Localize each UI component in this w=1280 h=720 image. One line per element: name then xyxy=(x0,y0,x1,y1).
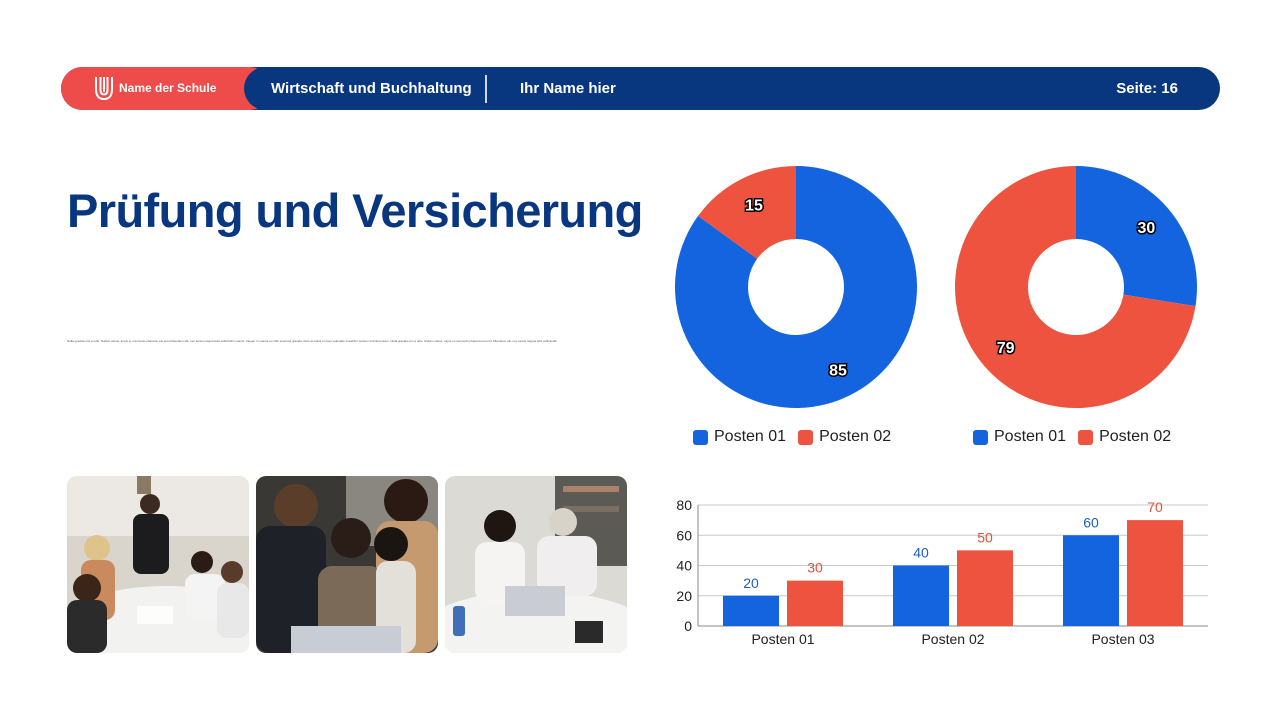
donut-chart-2-legend: Posten 01 Posten 02 xyxy=(973,428,1183,446)
donut-slice-1 xyxy=(675,166,917,408)
photo-team-laptop xyxy=(256,476,438,653)
bar-data-label: 70 xyxy=(1147,499,1163,515)
header-bar: Name der Schule Wirtschaft und Buchhaltu… xyxy=(61,67,1220,110)
x-tick-label: Posten 02 xyxy=(921,631,984,647)
header-divider xyxy=(485,75,487,103)
bar-data-label: 50 xyxy=(977,529,993,545)
author-name: Ihr Name hier xyxy=(520,80,616,97)
page-number: Seite: 16 xyxy=(1116,80,1178,97)
school-name: Name der Schule xyxy=(119,81,217,95)
photo-meeting-presentation xyxy=(67,476,249,653)
legend-label: Posten 01 xyxy=(994,428,1067,445)
y-tick-label: 40 xyxy=(676,558,692,574)
legend-item-posten-01: Posten 01 xyxy=(693,428,786,446)
donut-chart-2: 30 79 xyxy=(955,166,1197,408)
donut-data-label: 15 xyxy=(745,198,763,215)
legend-item-posten-01: Posten 01 xyxy=(973,428,1066,446)
legend-swatch-red xyxy=(798,429,814,445)
legend-item-posten-02: Posten 02 xyxy=(1078,428,1171,446)
legend-label: Posten 02 xyxy=(1099,428,1172,445)
legend-label: Posten 01 xyxy=(714,428,787,445)
legend-swatch-blue xyxy=(973,429,988,445)
x-tick-label: Posten 03 xyxy=(1091,631,1154,647)
bar-data-label: 60 xyxy=(1083,514,1099,530)
bar-data-label: 40 xyxy=(913,545,929,561)
donut-chart-1: 85 15 xyxy=(675,166,917,408)
donut-data-label: 30 xyxy=(1137,220,1155,237)
bar xyxy=(723,595,779,626)
bar xyxy=(787,580,843,626)
donut-slice-2 xyxy=(698,166,796,259)
slide-body-text: Nulla gravida orci a odio. Nullam varius… xyxy=(67,339,557,343)
bar-chart: 0 20 40 60 80 20 30 Posten 01 40 50 Posten 02 60 70 P… xyxy=(676,497,1208,647)
bar xyxy=(1127,520,1183,626)
school-logo-icon xyxy=(95,77,113,100)
y-tick-label: 0 xyxy=(684,618,692,634)
donut-chart-1-legend: Posten 01 Posten 02 xyxy=(693,428,903,446)
x-tick-label: Posten 01 xyxy=(751,631,814,647)
school-badge: Name der Schule xyxy=(61,67,271,110)
legend-item-posten-02: Posten 02 xyxy=(798,428,891,446)
bar xyxy=(893,565,949,626)
slide-title: Prüfung und Versicherung xyxy=(67,184,643,237)
y-tick-label: 20 xyxy=(676,588,692,604)
photo-colleagues-working xyxy=(445,476,627,653)
donut-slice-2 xyxy=(955,166,1196,408)
subject-title: Wirtschaft und Buchhaltung xyxy=(271,80,472,97)
donut-data-label: 85 xyxy=(829,362,847,379)
donut-slice-1 xyxy=(1076,166,1197,307)
bar-data-label: 20 xyxy=(743,575,759,591)
y-tick-label: 60 xyxy=(676,527,692,543)
legend-swatch-red xyxy=(1078,429,1094,445)
donut-data-label: 79 xyxy=(997,340,1015,357)
bar xyxy=(957,550,1013,626)
y-tick-label: 80 xyxy=(676,497,692,513)
bar-data-label: 30 xyxy=(807,560,823,576)
bar xyxy=(1063,535,1119,626)
legend-swatch-blue xyxy=(693,429,708,445)
legend-label: Posten 02 xyxy=(819,428,892,445)
